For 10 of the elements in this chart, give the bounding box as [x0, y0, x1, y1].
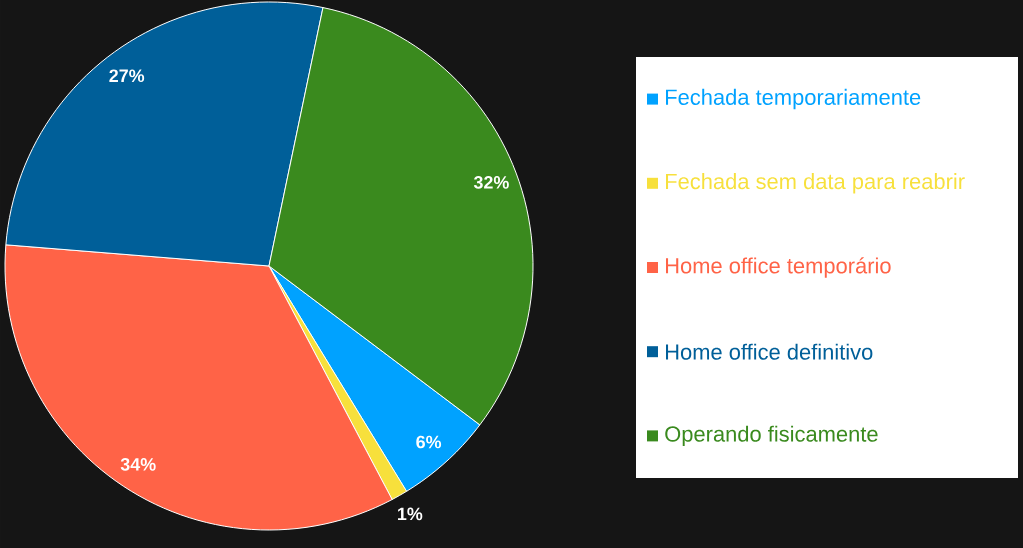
data-label: 32% — [473, 176, 509, 189]
data-label: 34% — [120, 457, 156, 471]
data-label: 1% — [398, 507, 423, 521]
legend-label: Operando fisicamente — [665, 425, 878, 447]
data-label: 27% — [109, 69, 145, 83]
legend-label: Home office temporário — [666, 257, 891, 278]
legend-label: Home office definitivo — [666, 343, 873, 360]
data-label: 6% — [416, 435, 442, 449]
legend-label: Fechada temporariamente — [666, 88, 921, 110]
legend-label: Fechada sem data para reabrir — [666, 173, 965, 194]
